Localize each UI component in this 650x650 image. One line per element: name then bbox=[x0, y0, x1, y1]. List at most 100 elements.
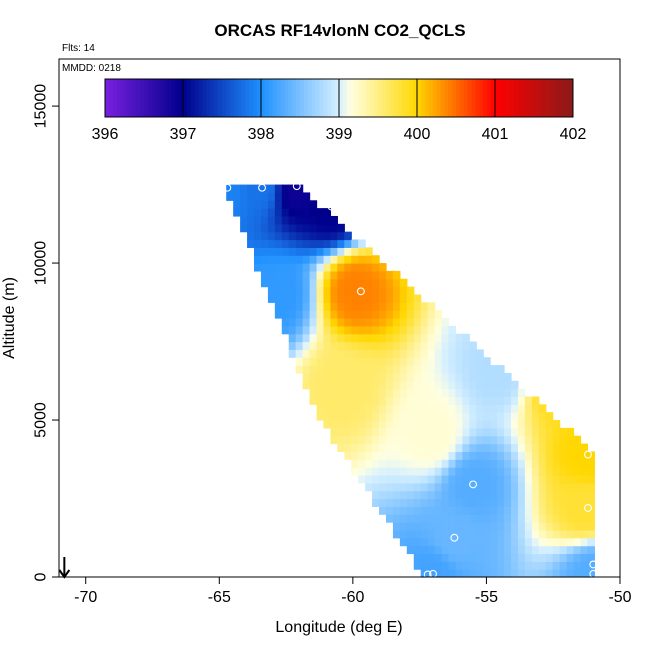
heatmap-cell bbox=[288, 184, 297, 194]
heatmap-cell bbox=[379, 459, 387, 468]
heatmap-cell bbox=[580, 569, 589, 578]
heatmap-cell bbox=[274, 263, 283, 272]
heatmap-cell bbox=[406, 302, 415, 311]
heatmap-cell bbox=[511, 482, 519, 492]
heatmap-cell bbox=[448, 341, 457, 350]
colorbar-segment bbox=[362, 79, 367, 117]
heatmap-cell bbox=[267, 278, 276, 288]
heatmap-cell bbox=[358, 239, 366, 248]
heatmap-cell bbox=[497, 435, 505, 445]
heatmap-cell bbox=[434, 451, 443, 460]
heatmap-cell bbox=[483, 435, 491, 445]
heatmap-cell bbox=[372, 349, 380, 358]
heatmap-cell bbox=[580, 553, 589, 562]
colorbar-segment bbox=[491, 79, 496, 117]
flights-annotation: Flts: 14 bbox=[62, 43, 95, 54]
heatmap-cell bbox=[490, 365, 498, 374]
heatmap-cell bbox=[483, 474, 491, 484]
heatmap-cell bbox=[573, 443, 582, 453]
heatmap-cell bbox=[476, 474, 484, 484]
heatmap-cell bbox=[385, 270, 394, 280]
heatmap-cell bbox=[504, 404, 512, 413]
heatmap-cell bbox=[302, 349, 311, 358]
heatmap-cell bbox=[406, 341, 415, 350]
heatmap-cell bbox=[372, 443, 380, 453]
heatmap-cell bbox=[309, 294, 318, 303]
heatmap-cell bbox=[455, 569, 463, 578]
heatmap-cell bbox=[566, 490, 575, 500]
heatmap-cell bbox=[358, 278, 366, 288]
heatmap-cell bbox=[462, 561, 470, 570]
heatmap-cell bbox=[483, 372, 491, 382]
heatmap-cell bbox=[413, 459, 422, 468]
heatmap-cell bbox=[469, 427, 477, 437]
colorbar-segment bbox=[424, 79, 430, 117]
heatmap-cell bbox=[316, 404, 325, 413]
heatmap-cell bbox=[385, 412, 394, 421]
heatmap-cell bbox=[337, 349, 345, 358]
heatmap-cell bbox=[406, 459, 415, 468]
heatmap-cell bbox=[399, 459, 408, 468]
heatmap-cell bbox=[337, 404, 345, 413]
heatmap-cell bbox=[316, 341, 325, 350]
heatmap-cell bbox=[392, 514, 401, 523]
heatmap-cell bbox=[385, 365, 394, 374]
heatmap-cell bbox=[545, 467, 554, 476]
heatmap-cell bbox=[427, 553, 436, 562]
heatmap-cell bbox=[323, 318, 332, 327]
heatmap-cell bbox=[434, 404, 443, 413]
heatmap-cell bbox=[559, 467, 568, 476]
heatmap-cell bbox=[483, 514, 491, 523]
y-tick-label: 0 bbox=[33, 572, 50, 581]
heatmap-cell bbox=[580, 514, 589, 523]
heatmap-cell bbox=[420, 325, 429, 335]
heatmap-cell bbox=[365, 302, 373, 311]
colorbar-segment bbox=[452, 79, 457, 117]
colorbar-tick-label: 402 bbox=[560, 126, 587, 143]
heatmap-cell bbox=[295, 239, 304, 248]
colorbar-segment bbox=[151, 79, 157, 117]
colorbar-segment bbox=[467, 79, 473, 117]
heatmap-cell bbox=[302, 286, 311, 296]
heatmap-cell bbox=[344, 380, 352, 390]
colorbar-segment bbox=[296, 79, 301, 117]
heatmap-cell bbox=[469, 545, 477, 555]
heatmap-cell bbox=[309, 325, 318, 335]
heatmap-cell bbox=[497, 537, 505, 547]
heatmap-cell bbox=[260, 255, 269, 264]
heatmap-cell bbox=[552, 522, 561, 531]
heatmap-cell bbox=[344, 286, 352, 296]
heatmap-cell bbox=[427, 365, 436, 374]
heatmap-cell bbox=[330, 420, 338, 429]
heatmap-cell bbox=[260, 239, 269, 248]
heatmap-cell bbox=[441, 412, 450, 421]
heatmap-cell bbox=[420, 412, 429, 421]
heatmap-cell bbox=[385, 506, 394, 515]
heatmap-cell bbox=[281, 302, 290, 311]
heatmap-cell bbox=[545, 443, 554, 453]
heatmap-cell bbox=[337, 286, 345, 296]
heatmap-cell bbox=[323, 357, 332, 366]
heatmap-cell bbox=[323, 372, 332, 382]
heatmap-cell bbox=[504, 451, 512, 460]
heatmap-cell bbox=[240, 192, 248, 201]
heatmap-cell bbox=[330, 318, 338, 327]
heatmap-cell bbox=[490, 490, 498, 500]
heatmap-cell bbox=[462, 427, 470, 437]
heatmap-cell bbox=[351, 459, 359, 468]
heatmap-cell bbox=[267, 184, 276, 194]
heatmap-cell bbox=[316, 302, 325, 311]
heatmap-cell bbox=[288, 325, 297, 335]
heatmap-cell bbox=[469, 420, 477, 429]
heatmap-cell bbox=[490, 561, 498, 570]
heatmap-cell bbox=[351, 404, 359, 413]
heatmap-cell bbox=[365, 263, 373, 272]
heatmap-cell bbox=[455, 435, 463, 445]
heatmap-cell bbox=[497, 372, 505, 382]
heatmap-cell bbox=[365, 482, 373, 492]
heatmap-cell bbox=[545, 412, 554, 421]
heatmap-cell bbox=[455, 427, 463, 437]
heatmap-cell bbox=[316, 357, 325, 366]
colorbar-segment bbox=[498, 79, 504, 117]
heatmap-cell bbox=[427, 545, 436, 555]
